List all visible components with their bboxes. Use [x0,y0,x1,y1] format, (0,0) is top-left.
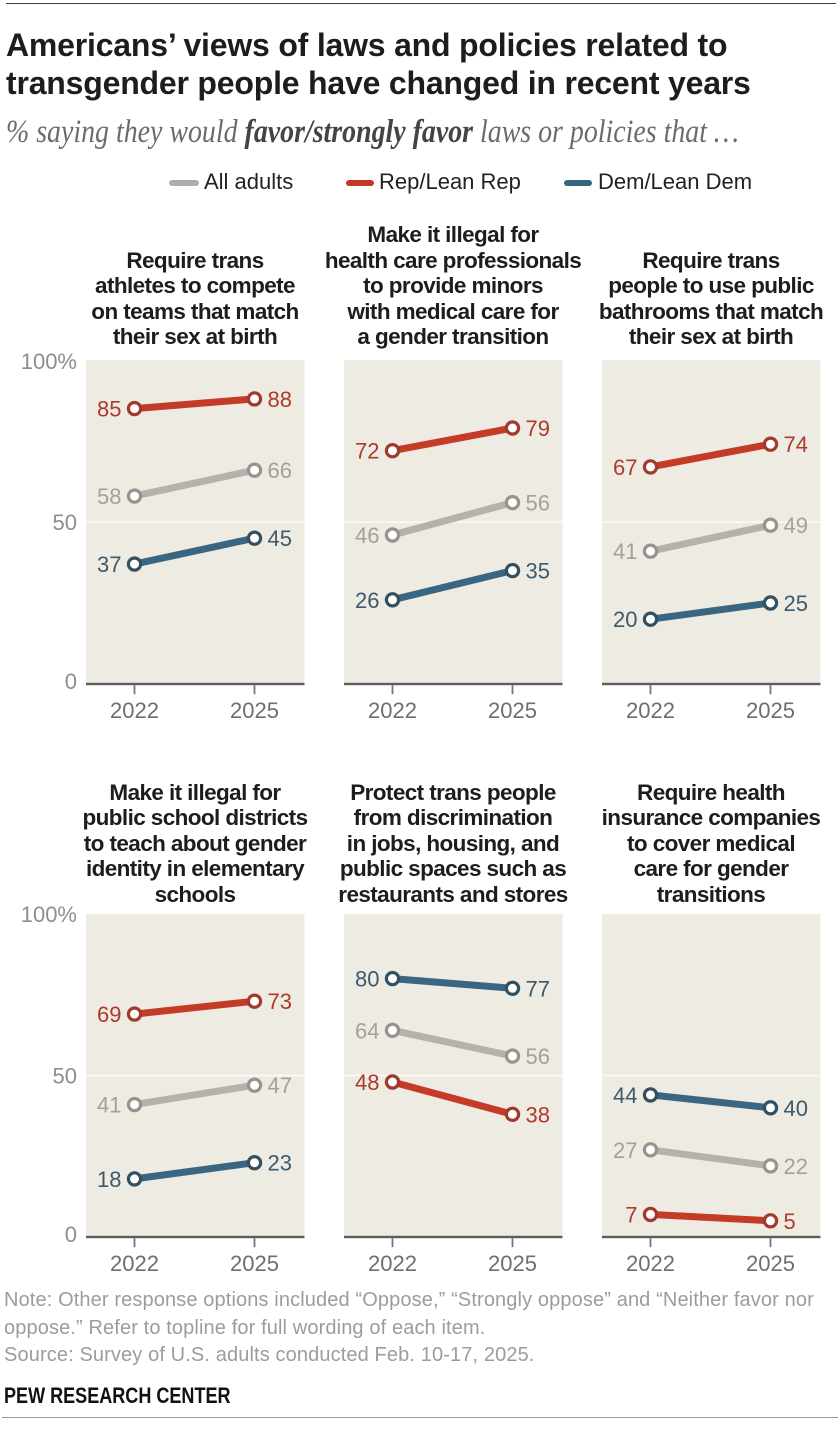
svg-text:0: 0 [65,1222,77,1247]
svg-text:18: 18 [97,1167,121,1192]
svg-text:56: 56 [526,1044,550,1069]
svg-text:47: 47 [268,1073,292,1098]
svg-text:88: 88 [268,387,292,412]
svg-text:64: 64 [355,1018,379,1043]
svg-text:27: 27 [613,1138,637,1163]
svg-text:5: 5 [784,1209,796,1234]
svg-text:40: 40 [784,1096,808,1121]
svg-text:2025: 2025 [230,1251,279,1276]
svg-text:2022: 2022 [368,698,417,723]
svg-text:85: 85 [97,397,121,422]
svg-text:35: 35 [526,559,550,584]
svg-text:26: 26 [355,588,379,613]
svg-text:100%: 100% [21,902,77,927]
svg-text:69: 69 [97,1002,121,1027]
svg-text:41: 41 [97,1093,121,1118]
svg-text:80: 80 [355,967,379,992]
svg-text:2025: 2025 [230,698,279,723]
svg-text:22: 22 [784,1154,808,1179]
svg-text:2025: 2025 [746,1251,795,1276]
svg-text:25: 25 [784,591,808,616]
svg-text:2022: 2022 [368,1251,417,1276]
svg-text:23: 23 [268,1151,292,1176]
svg-text:48: 48 [355,1070,379,1095]
svg-text:79: 79 [526,416,550,441]
svg-text:72: 72 [355,439,379,464]
svg-text:2022: 2022 [626,1251,675,1276]
svg-text:100%: 100% [21,349,77,374]
svg-text:77: 77 [526,976,550,1001]
svg-text:38: 38 [526,1102,550,1127]
svg-text:58: 58 [97,484,121,509]
svg-text:2025: 2025 [488,1251,537,1276]
svg-text:0: 0 [65,669,77,694]
svg-text:73: 73 [268,989,292,1014]
svg-text:67: 67 [613,455,637,480]
svg-text:50: 50 [53,1064,77,1089]
svg-text:2025: 2025 [488,698,537,723]
svg-text:49: 49 [784,513,808,538]
svg-text:44: 44 [613,1083,637,1108]
svg-text:66: 66 [268,458,292,483]
svg-text:2025: 2025 [746,698,795,723]
svg-text:37: 37 [97,552,121,577]
svg-text:74: 74 [784,432,808,457]
svg-text:56: 56 [526,491,550,516]
svg-text:50: 50 [53,510,77,535]
svg-text:41: 41 [613,539,637,564]
svg-text:2022: 2022 [110,1251,159,1276]
svg-text:20: 20 [613,607,637,632]
svg-text:46: 46 [355,523,379,548]
svg-text:2022: 2022 [110,698,159,723]
svg-text:45: 45 [268,526,292,551]
svg-text:2022: 2022 [626,698,675,723]
svg-text:7: 7 [625,1202,637,1227]
